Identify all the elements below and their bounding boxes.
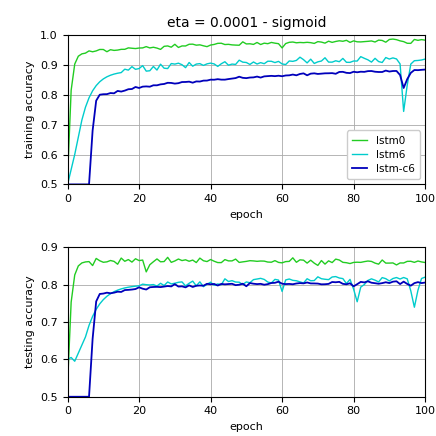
lstm6 xyxy=(154,68,160,73)
lstm-c6 xyxy=(333,71,338,76)
Legend: lstm0, lstm6, lstm-c6: lstm0, lstm6, lstm-c6 xyxy=(347,130,420,179)
lstm-c6 xyxy=(154,83,160,88)
lstm6 xyxy=(90,88,95,93)
lstm-c6 xyxy=(422,67,428,72)
lstm6 xyxy=(422,57,428,62)
Title: eta = 0.0001 - sigmoid: eta = 0.0001 - sigmoid xyxy=(167,16,326,30)
lstm6 xyxy=(315,59,320,65)
lstm-c6 xyxy=(315,72,320,77)
Line: lstm0: lstm0 xyxy=(68,39,425,177)
Y-axis label: training accuracy: training accuracy xyxy=(24,61,34,158)
lstm-c6 xyxy=(229,76,235,81)
lstm6 xyxy=(358,54,363,59)
lstm0 xyxy=(390,37,395,42)
X-axis label: epoch: epoch xyxy=(229,210,263,220)
lstm0 xyxy=(90,49,95,54)
lstm0 xyxy=(229,42,235,48)
lstm6 xyxy=(229,61,235,67)
lstm0 xyxy=(315,39,320,44)
lstm0 xyxy=(279,45,285,51)
lstm6 xyxy=(333,58,338,63)
X-axis label: epoch: epoch xyxy=(229,422,263,432)
lstm0 xyxy=(333,39,338,44)
lstm6 xyxy=(279,61,285,67)
lstm0 xyxy=(154,45,160,51)
Line: lstm6: lstm6 xyxy=(68,57,425,184)
lstm-c6 xyxy=(65,182,70,187)
lstm0 xyxy=(65,174,70,180)
lstm-c6 xyxy=(90,128,95,133)
Line: lstm-c6: lstm-c6 xyxy=(68,70,425,184)
Y-axis label: testing accuracy: testing accuracy xyxy=(24,276,34,368)
lstm0 xyxy=(422,37,428,43)
lstm6 xyxy=(65,182,70,187)
lstm-c6 xyxy=(279,74,285,79)
